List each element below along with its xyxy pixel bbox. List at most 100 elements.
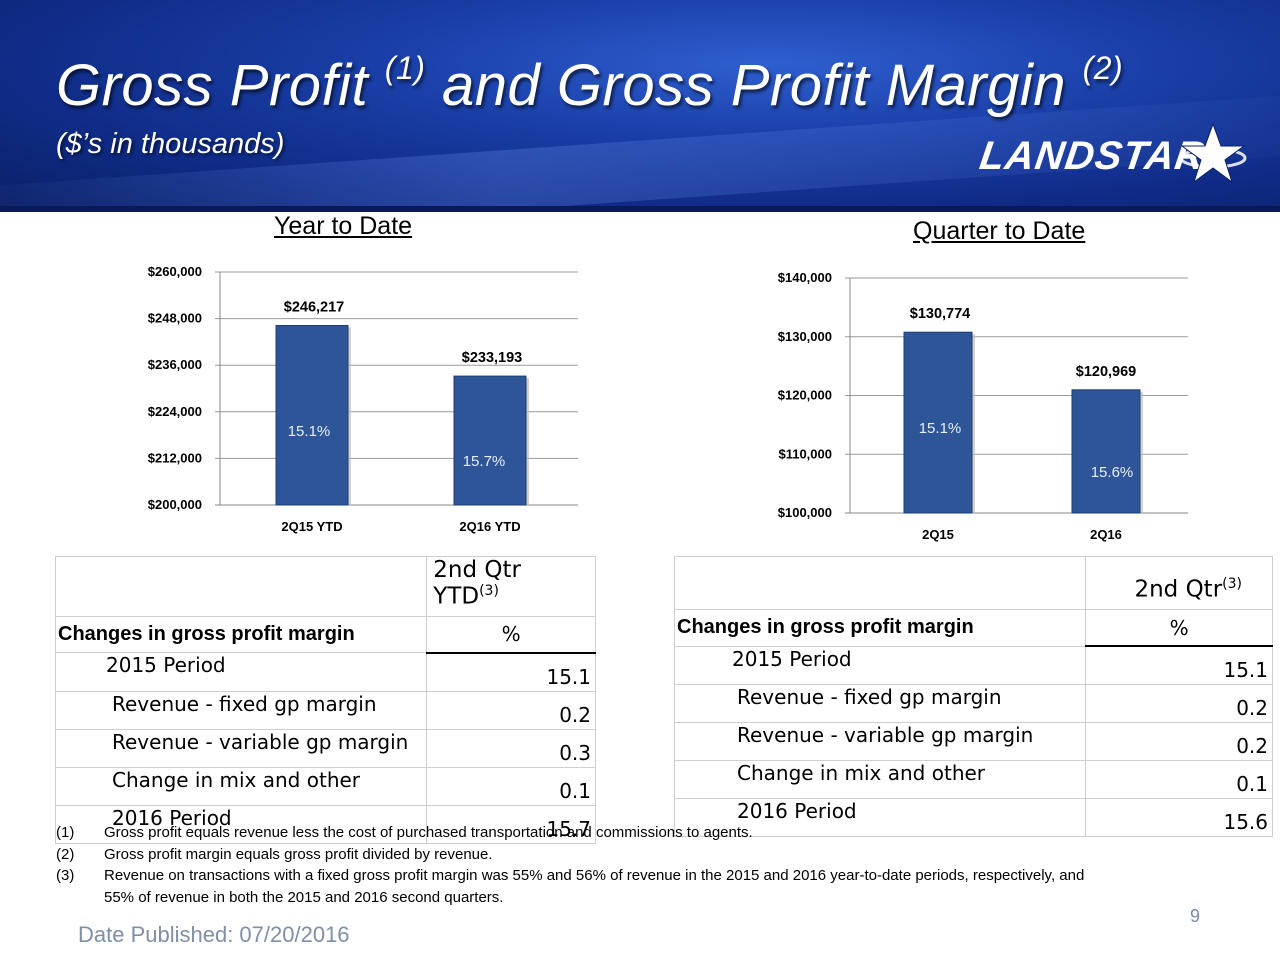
y-tick-label: $120,000: [778, 388, 832, 403]
y-tick-label: $212,000: [148, 450, 202, 465]
qtd-row-label: Revenue - fixed gp margin: [673, 684, 1087, 723]
table-row: 2016 Period 15.6: [673, 798, 1273, 837]
y-tick-label: $200,000: [148, 497, 202, 512]
star-icon: [1179, 122, 1247, 184]
ytd-bar-chart: $200,000 $212,000 $224,000 $236,000 $248,000…: [148, 264, 578, 534]
qtd-column-header: 2nd Qtr(3): [1085, 556, 1273, 610]
page-number: 9: [1190, 906, 1201, 926]
y-tick-label: $236,000: [148, 357, 202, 372]
bar-value-label: $246,217: [284, 300, 344, 316]
footnote-text: Gross profit margin equals gross profit …: [104, 845, 493, 863]
qtd-row-value: 0.2: [1085, 722, 1273, 761]
x-tick-label: 2Q16: [1090, 527, 1122, 542]
ytd-row-value: 15.7: [426, 804, 596, 844]
logo-text: LANDSTAR: [976, 134, 1209, 178]
qtd-row-value: 15.1: [1085, 645, 1273, 685]
ytd-row-label: Revenue - fixed gp margin: [54, 690, 428, 730]
qtd-row-label: Change in mix and other: [673, 760, 1087, 799]
ytd-pct-header: %: [426, 615, 596, 654]
table-row: Revenue - fixed gp margin 0.2: [54, 690, 596, 730]
header-divider: [0, 206, 1280, 212]
qtd-row-value: 0.1: [1085, 760, 1273, 799]
title-footnote-1: (1): [384, 49, 426, 86]
qtd-row-value: 15.6: [1085, 798, 1273, 837]
footnote-mark: (2): [56, 845, 75, 863]
header-banner: Gross Profit (1) and Gross Profit Margin…: [0, 0, 1280, 212]
table-row: 2015 Period 15.1: [54, 652, 596, 692]
bar-value-label: $120,969: [1076, 364, 1136, 380]
qtd-row-label: Revenue - variable gp margin: [673, 722, 1087, 761]
y-tick-label: $110,000: [778, 446, 832, 461]
qtd-bar-chart: $100,000 $110,000 $120,000 $130,000 $140,000…: [778, 270, 1188, 542]
bar: [903, 331, 973, 514]
ytd-row-value: 0.1: [426, 766, 596, 806]
qtd-row-header: Changes in gross profit margin: [673, 609, 1087, 647]
footnote-text: Gross profit equals revenue less the cos…: [104, 824, 753, 841]
ytd-row-header: Changes in gross profit margin: [54, 615, 428, 654]
footnote: (2) Gross profit margin equals gross pro…: [56, 844, 1156, 866]
qtd-header-blank: [673, 556, 1087, 610]
footnote: (1) Gross profit equals revenue less the…: [56, 822, 1156, 844]
ytd-table-subheader-row: Changes in gross profit margin %: [54, 615, 596, 654]
qtd-pct-header: %: [1085, 609, 1273, 647]
y-tick-label: $100,000: [778, 505, 832, 520]
ytd-chart-title: Year to Date: [274, 212, 413, 240]
bar-value-label: $233,193: [462, 350, 522, 366]
qtd-margin-table: 2nd Qtr(3) Changes in gross profit margi…: [673, 556, 1273, 837]
bar-margin-label: 15.1%: [919, 420, 962, 437]
qtd-column-header-footnote: (3): [1222, 576, 1242, 593]
bar-margin-label: 15.6%: [1091, 464, 1134, 481]
table-row: 2015 Period 15.1: [673, 645, 1273, 685]
title-part-1: Gross Profit: [56, 53, 385, 118]
bar: [453, 375, 527, 506]
x-tick-label: 2Q15: [922, 527, 954, 542]
footnote-text: Revenue on transactions with a fixed gro…: [104, 867, 1085, 906]
table-row: Change in mix and other 0.1: [54, 766, 596, 806]
ytd-row-label: Revenue - variable gp margin: [54, 728, 428, 768]
footnote-mark: (1): [56, 824, 75, 841]
y-tick-label: $224,000: [148, 404, 202, 419]
y-tick-label: $248,000: [148, 311, 202, 326]
page-title: Gross Profit (1) and Gross Profit Margin…: [56, 49, 1124, 119]
table-row: Revenue - variable gp margin 0.2: [673, 722, 1273, 761]
ytd-row-value: 0.3: [426, 728, 596, 768]
ytd-table-header-row: 2nd Qtr YTD(3): [54, 556, 596, 617]
ytd-column-header-footnote: (3): [479, 583, 499, 599]
title-part-2: and Gross Profit Margin: [425, 53, 1083, 118]
qtd-column-header-text: 2nd Qtr: [1134, 577, 1223, 603]
ytd-row-label: Change in mix and other: [54, 766, 428, 806]
ytd-row-value: 0.2: [426, 690, 596, 730]
ytd-row-label: 2015 Period: [54, 652, 428, 692]
bar-margin-label: 15.1%: [288, 423, 331, 440]
table-row: Change in mix and other 0.1: [673, 760, 1273, 799]
ytd-column-header-text: 2nd Qtr YTD: [433, 557, 521, 610]
x-tick-label: 2Q15 YTD: [281, 519, 342, 534]
table-row: Revenue - fixed gp margin 0.2: [673, 684, 1273, 723]
bar: [1071, 389, 1141, 514]
qtd-row-value: 0.2: [1085, 684, 1273, 723]
ytd-margin-table: 2nd Qtr YTD(3) Changes in gross profit m…: [54, 556, 596, 844]
qtd-row-label: 2015 Period: [673, 645, 1087, 685]
table-row: Revenue - variable gp margin 0.3: [54, 728, 596, 768]
ytd-column-header: 2nd Qtr YTD(3): [426, 556, 596, 617]
qtd-chart-title: Quarter to Date: [913, 217, 1086, 245]
y-tick-label: $140,000: [778, 270, 832, 285]
bar-margin-label: 15.7%: [463, 453, 506, 470]
footnote-mark: (3): [56, 867, 75, 884]
y-tick-label: $260,000: [148, 264, 202, 279]
x-tick-label: 2Q16 YTD: [459, 519, 520, 534]
qtd-table-header-row: 2nd Qtr(3): [673, 556, 1273, 610]
y-tick-label: $130,000: [778, 329, 832, 344]
footnote: (3) Revenue on transactions with a fixed…: [56, 865, 1104, 908]
bar: [275, 325, 349, 506]
page-subtitle: ($’s in thousands): [56, 128, 285, 160]
date-published: Date Published: 07/20/2016: [78, 922, 350, 947]
ytd-row-value: 15.1: [426, 652, 596, 692]
title-footnote-2: (2): [1082, 49, 1124, 86]
landstar-logo: LANDSTAR: [976, 122, 1255, 186]
qtd-row-label: 2016 Period: [673, 798, 1087, 837]
qtd-table-subheader-row: Changes in gross profit margin %: [673, 609, 1273, 647]
footnotes: (1) Gross profit equals revenue less the…: [56, 822, 1156, 908]
bar-value-label: $130,774: [910, 306, 970, 322]
ytd-header-blank: [54, 556, 428, 617]
